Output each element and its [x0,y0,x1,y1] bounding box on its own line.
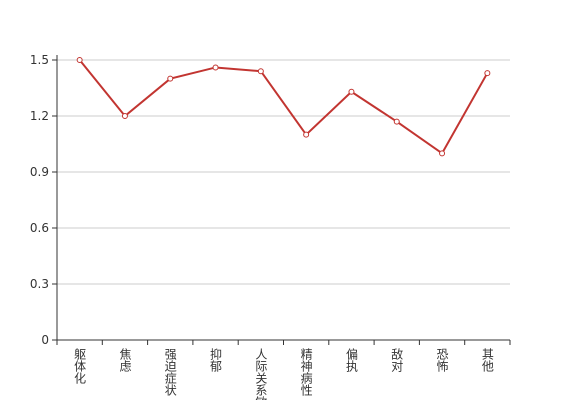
x-tick-label: 其他 [480,348,494,372]
x-tick-label: 精神病性 [299,348,313,397]
point [167,75,174,82]
x-tick-label: 躯体化 [73,347,87,385]
x-tick-label: 恐怖 [435,348,449,372]
x-tick-label: 人际关系敏感 [254,348,268,400]
point [121,113,128,119]
y-tick-label: 0.9 [30,165,49,179]
y-tick-label: 1.2 [30,109,49,123]
y-tick-label: 0.6 [30,221,49,235]
point [439,150,446,157]
point [257,68,264,75]
x-tick-label: 抑郁 [209,347,223,373]
point [348,88,355,95]
x-tick-label: 敌对 [390,347,404,372]
point [303,131,310,138]
point [76,57,83,63]
line [78,59,489,155]
y-tick-label: 0 [41,333,49,347]
point [393,118,400,125]
x-tick-label: 强迫症状 [163,348,177,396]
point [484,70,491,77]
y-tick-label: 0.3 [30,277,49,291]
y-tick-label: 1.5 [30,53,49,67]
x-tick-label: 偏执 [344,347,358,373]
point [212,64,219,71]
x-tick-label: 焦虑 [118,348,132,372]
